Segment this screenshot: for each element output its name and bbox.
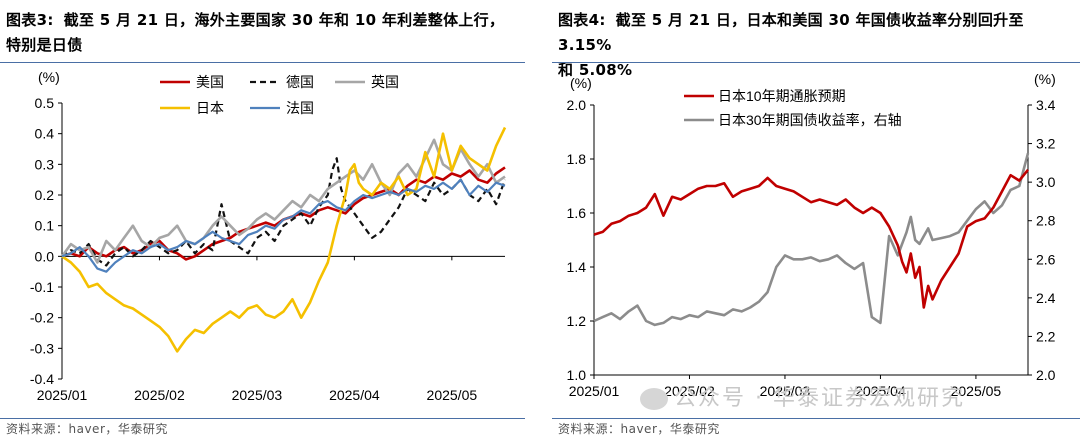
bottom-rule <box>552 418 1080 419</box>
y-tick-label-right: 3.0 <box>1036 174 1056 190</box>
top-rule <box>0 62 525 63</box>
y-tick-label-left: 2.0 <box>567 97 587 113</box>
bottom-rule <box>0 418 525 419</box>
y-tick-label: 0.5 <box>35 95 55 111</box>
x-tick-label: 2025/05 <box>951 383 1002 399</box>
chart-left: (%)0.50.40.30.20.10.0-0.1-0.2-0.3-0.4202… <box>30 69 507 403</box>
y-tick-label-right: 2.6 <box>1036 251 1056 267</box>
y-tick-label: -0.2 <box>30 310 54 326</box>
y-tick-label-right: 2.8 <box>1036 213 1056 229</box>
series-line <box>60 138 506 264</box>
top-rule <box>552 62 1080 63</box>
title-line2: 特别是日债 <box>6 36 83 54</box>
y-tick-label: -0.1 <box>30 279 54 295</box>
title-line2: 和 5.08% <box>558 61 633 79</box>
y-tick-label-right: 2.2 <box>1036 328 1056 344</box>
title-line1: 截至 5 月 21 日，日本和美国 30 年国债收益率分别回升至 3.15% <box>558 11 1024 54</box>
y-tick-label-left: 1.8 <box>567 151 587 167</box>
chart-title-right: 图表4: 截至 5 月 21 日，日本和美国 30 年国债收益率分别回升至 3.1… <box>558 8 1073 83</box>
legend-label: 日本10年期通胀预期 <box>718 88 846 104</box>
y-axis-unit-right: (%) <box>1034 71 1056 87</box>
series-line <box>61 166 506 261</box>
x-tick-label: 2025/02 <box>664 383 715 399</box>
legend-label: 法国 <box>286 100 314 116</box>
source-note-right: 资料来源：haver，华泰研究 <box>558 422 720 436</box>
series-line <box>593 152 1030 327</box>
y-tick-label-left: 1.2 <box>567 313 587 329</box>
legend-label: 德国 <box>286 74 314 90</box>
chart-panel-left: 图表3: 截至 5 月 21 日，海外主要国家 30 年和 10 年利差整体上行，… <box>0 0 525 440</box>
y-axis-unit: (%) <box>38 69 60 85</box>
x-tick-label: 2025/01 <box>37 387 88 403</box>
y-tick-label-right: 3.2 <box>1036 136 1056 152</box>
y-axis-unit-left: (%) <box>570 75 592 91</box>
y-tick-label-right: 2.0 <box>1036 367 1056 383</box>
y-tick-label: -0.4 <box>30 371 54 387</box>
legend-label: 美国 <box>196 74 224 90</box>
y-tick-label-left: 1.4 <box>567 259 587 275</box>
x-tick-label: 2025/03 <box>232 387 283 403</box>
series-line <box>593 168 1030 309</box>
figure-label: 图表3: <box>6 11 54 29</box>
legend-label: 日本 <box>196 100 224 116</box>
legend-label: 英国 <box>371 74 399 90</box>
x-tick-label: 2025/05 <box>427 387 478 403</box>
y-tick-label: 0.4 <box>35 126 55 142</box>
chart-panel-right: 图表4: 截至 5 月 21 日，日本和美国 30 年国债收益率分别回升至 3.1… <box>552 0 1080 440</box>
source-note-left: 资料来源：haver，华泰研究 <box>6 422 168 436</box>
y-tick-label: 0.0 <box>35 248 55 264</box>
y-tick-label-left: 1.6 <box>567 205 587 221</box>
y-tick-label-right: 3.4 <box>1036 97 1056 113</box>
x-tick-label: 2025/04 <box>855 383 906 399</box>
x-tick-label: 2025/02 <box>134 387 185 403</box>
y-tick-label: 0.2 <box>35 187 55 203</box>
y-tick-label-right: 2.4 <box>1036 290 1056 306</box>
series-line <box>61 157 507 267</box>
series-line <box>61 178 506 273</box>
x-tick-label: 2025/01 <box>569 383 620 399</box>
chart-right: (%) (%) 2.0 1.8 1.6 1.4 1.2 1.0 3.4 3.2 3.0 2.8 2.6 2… <box>567 71 1056 399</box>
x-tick-label: 2025/04 <box>329 387 380 403</box>
y-tick-label: -0.3 <box>30 340 54 356</box>
title-line1: 截至 5 月 21 日，海外主要国家 30 年和 10 年利差整体上行， <box>63 11 505 29</box>
y-tick-label: 0.1 <box>35 218 55 234</box>
wechat-icon <box>640 388 668 410</box>
y-tick-label: 0.3 <box>35 156 55 172</box>
watermark-text: 公众号 · 华泰证券宏观研究 <box>674 386 965 411</box>
legend-label: 日本30年期国债收益率，右轴 <box>718 112 902 128</box>
watermark: 公众号 · 华泰证券宏观研究 <box>640 380 965 412</box>
figure-label: 图表4: <box>558 11 606 29</box>
y-tick-label-left: 1.0 <box>567 367 587 383</box>
x-tick-label: 2025/03 <box>760 383 811 399</box>
chart-title-left: 图表3: 截至 5 月 21 日，海外主要国家 30 年和 10 年利差整体上行，… <box>6 8 521 58</box>
series-line <box>61 126 507 353</box>
